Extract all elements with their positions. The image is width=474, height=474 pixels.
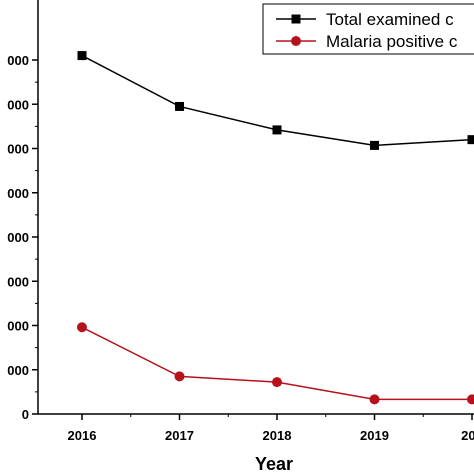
y-tick-label: 000 [7, 186, 29, 201]
data-point [77, 322, 87, 333]
legend: Total examined c Malaria positive c [262, 3, 474, 55]
legend-box [262, 3, 474, 55]
legend-label: Total examined c [326, 10, 454, 29]
x-axis: 2016 2017 2018 2019 202 [38, 413, 474, 443]
y-tick-label: 0 [22, 407, 29, 422]
data-point [467, 394, 474, 405]
y-tick-label: 000 [7, 363, 29, 378]
series-2 [77, 322, 474, 405]
series-layer [77, 51, 474, 405]
data-point [272, 377, 282, 388]
legend-marker [291, 36, 301, 46]
x-tick-label: 2016 [68, 428, 97, 443]
y-tick-label: 000 [7, 230, 29, 245]
x-tick-label: 202 [461, 428, 474, 443]
y-tick-label: 000 [7, 319, 29, 334]
legend-item: Malaria positive c [276, 32, 458, 51]
x-tick-label: 2019 [360, 428, 389, 443]
data-point [175, 101, 184, 111]
series-1 [77, 51, 474, 150]
y-tick-label: 000 [7, 142, 29, 157]
x-tick-label: 2017 [165, 428, 194, 443]
y-tick-label: 000 [7, 53, 29, 68]
data-point [272, 125, 282, 135]
data-point [174, 371, 185, 382]
x-axis-label: Year [255, 454, 293, 474]
series-line [81, 326, 472, 401]
data-point [467, 135, 474, 145]
legend-label: Malaria positive c [326, 32, 458, 51]
legend-item: Total examined c [276, 10, 454, 29]
data-point [370, 140, 379, 150]
data-point [77, 51, 87, 61]
y-tick-label: 000 [7, 97, 29, 112]
legend-marker [291, 14, 301, 24]
x-tick-label: 2018 [263, 428, 292, 443]
data-point [369, 394, 380, 405]
y-tick-label: 000 [7, 274, 29, 289]
